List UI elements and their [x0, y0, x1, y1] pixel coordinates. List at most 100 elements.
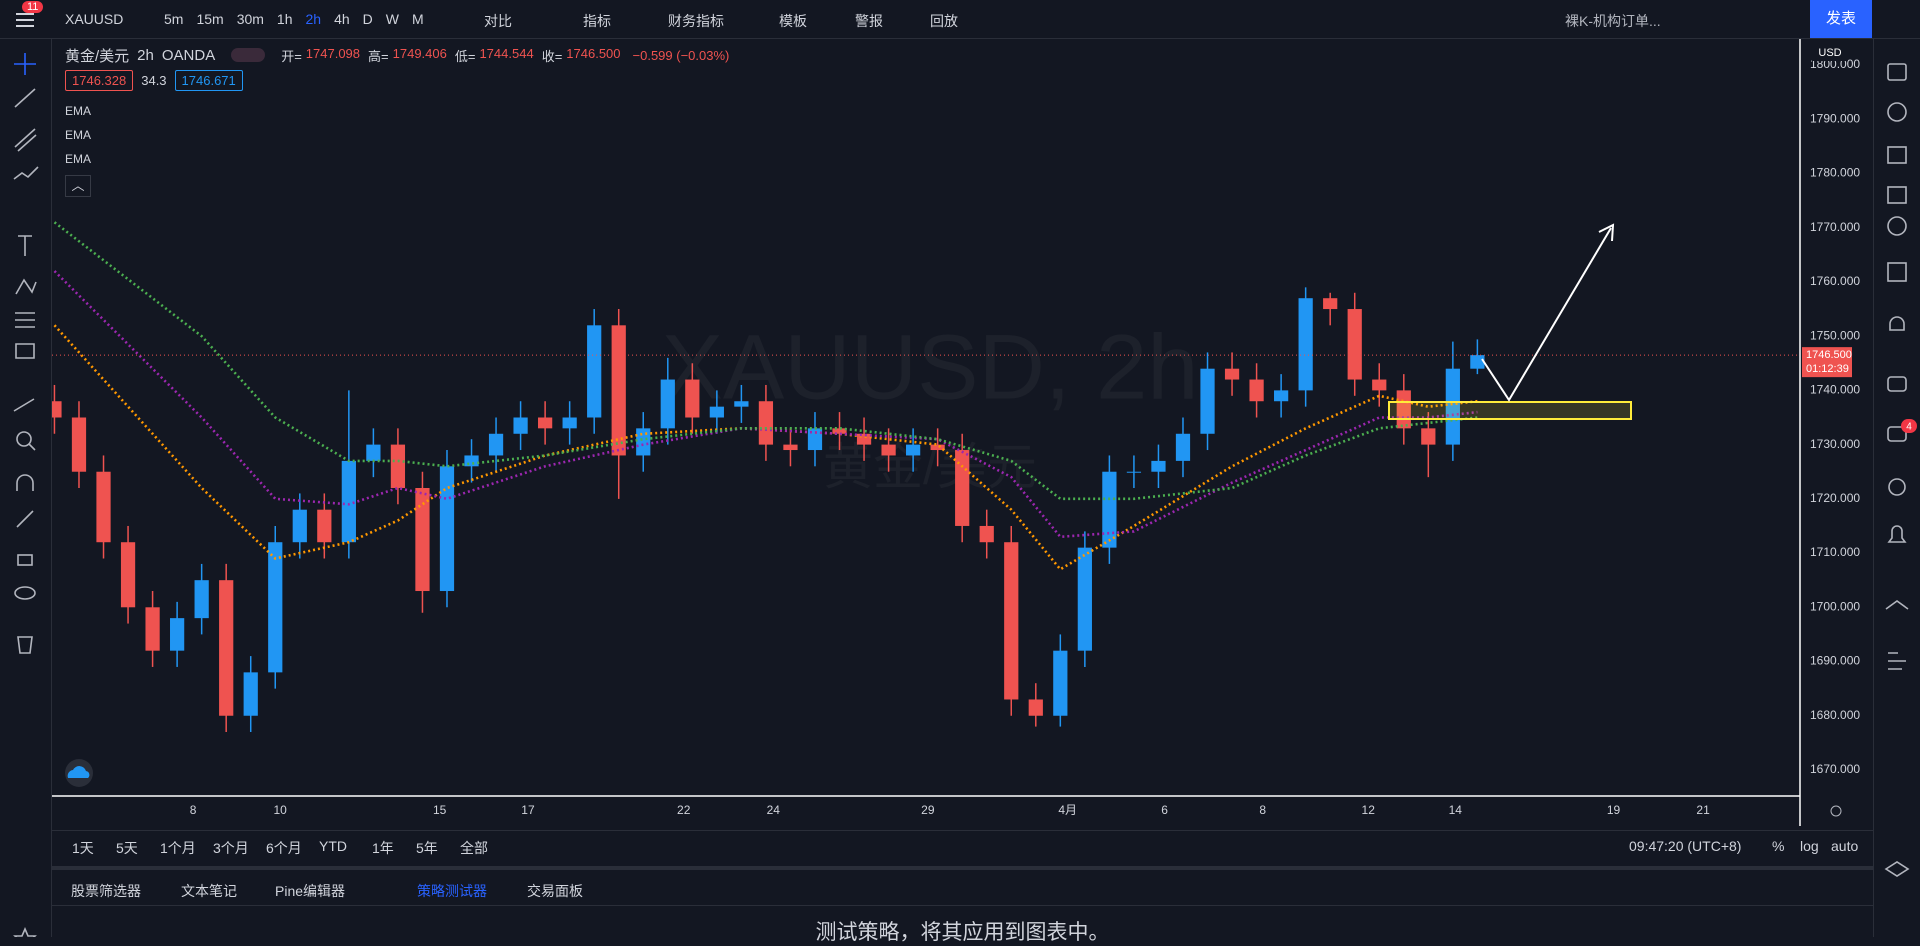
panel-tab[interactable]: 交易面板: [527, 883, 583, 899]
ema-line: [53, 221, 1478, 501]
arrow-head: [1598, 223, 1615, 242]
interval-button[interactable]: 1h: [276, 11, 293, 27]
scale-option[interactable]: log: [1800, 838, 1819, 854]
scale-option[interactable]: %: [1772, 838, 1785, 854]
panel-tab[interactable]: Pine编辑器: [275, 883, 346, 899]
candle-body: [562, 417, 577, 429]
ohlc-value: 1747.098: [305, 45, 361, 61]
candle-body: [1274, 390, 1289, 402]
y-tick-label: 1740.000: [1810, 383, 1860, 397]
candle-body: [1053, 650, 1068, 716]
candle-body: [832, 428, 847, 434]
x-tick-label: 21: [1696, 803, 1710, 817]
layout-name[interactable]: 裸K-机构订单...: [1565, 13, 1661, 29]
tool-button[interactable]: 指标: [583, 13, 611, 29]
collapse-button[interactable]: ︿: [65, 175, 91, 197]
range-button[interactable]: 1年: [372, 840, 394, 856]
currency-box: [1812, 43, 1848, 61]
ema-line: [53, 270, 1478, 539]
interval-button[interactable]: 2h: [305, 11, 322, 27]
widget-icons[interactable]: 4: [1874, 39, 1920, 937]
candle-body: [1151, 460, 1166, 472]
last-price-label: 1746.500: [1806, 349, 1852, 361]
tool-button[interactable]: 模板: [779, 13, 807, 29]
tool-button[interactable]: 财务指标: [668, 13, 724, 29]
candle-body: [1102, 471, 1117, 548]
range-button[interactable]: 1天: [72, 840, 94, 856]
tool-button[interactable]: 对比: [484, 13, 512, 29]
indicator-list: EMA EMA EMA: [65, 99, 729, 171]
x-tick-label: 14: [1449, 803, 1463, 817]
symbol[interactable]: XAUUSD: [65, 11, 124, 27]
ohlc-label: 低=: [454, 48, 476, 64]
range-button[interactable]: 5年: [416, 840, 438, 856]
candle-body: [587, 325, 602, 418]
interval-button[interactable]: 5m: [164, 11, 184, 27]
interval-button[interactable]: 30m: [236, 11, 264, 27]
x-tick-label: 22: [677, 803, 691, 817]
y-tick-label: 1760.000: [1810, 274, 1860, 288]
drawing-tools[interactable]: [0, 39, 52, 946]
last-price-box: [1802, 347, 1852, 378]
ohlc-label: 收=: [541, 48, 563, 64]
range-bar: 1天 5天 1个月 3个月 6个月 YTD 1年 5年 全部 09:47:20 (UTC+8)% l…: [52, 830, 1873, 860]
status-toggle[interactable]: [231, 48, 266, 62]
x-tick-label: 8: [190, 803, 197, 817]
candle-body: [464, 455, 479, 467]
range-button[interactable]: 5天: [116, 840, 138, 856]
ohlc-label: 开=: [281, 48, 302, 64]
interval-button[interactable]: W: [385, 11, 399, 27]
scale-option[interactable]: auto: [1831, 838, 1859, 854]
candle-body: [415, 487, 430, 592]
y-tick-label: 1710.000: [1810, 545, 1860, 559]
y-tick-label: 1790.000: [1810, 111, 1860, 125]
top-toolbar: 11 XAUUSD 5m 15m 30m 1h 2h 4h D W M 对比 指标 财务指标 模…: [0, 0, 1920, 39]
range-button[interactable]: YTD: [319, 838, 347, 854]
range-button[interactable]: 6个月: [266, 840, 302, 856]
range-button[interactable]: 3个月: [213, 840, 249, 856]
panel-tab[interactable]: 文本笔记: [181, 883, 237, 899]
x-tick-label: 19: [1607, 803, 1621, 817]
candle-body: [660, 379, 675, 429]
tool-button[interactable]: 回放: [930, 13, 958, 29]
interval-button[interactable]: M: [412, 11, 424, 27]
candle-body: [930, 444, 945, 451]
bid[interactable]: 1746.328: [65, 70, 134, 91]
y-tick-label: 1770.000: [1810, 220, 1860, 234]
y-tick-label: 1680.000: [1810, 708, 1860, 722]
drawing-arrow[interactable]: [1481, 227, 1612, 402]
interval-button[interactable]: 4h: [334, 11, 350, 27]
range-button[interactable]: 全部: [460, 840, 488, 856]
publish-button[interactable]: 发表: [1810, 0, 1872, 38]
candle-body: [538, 417, 553, 429]
settings-icon[interactable]: [1830, 805, 1842, 817]
menu-icon[interactable]: [14, 10, 36, 30]
y-tick-label: 1700.000: [1810, 599, 1860, 613]
y-tick-label: 1720.000: [1810, 491, 1860, 505]
panel-tab[interactable]: 策略测试器: [417, 883, 487, 899]
candle-body: [1372, 379, 1387, 391]
interval-list: 5m 15m 30m 1h 2h 4h D W M: [164, 11, 424, 27]
x-tick-label: 24: [767, 803, 781, 817]
candle-body: [1200, 368, 1215, 434]
tool-button[interactable]: 警报: [855, 13, 883, 29]
interval-button[interactable]: 15m: [196, 11, 224, 27]
ask[interactable]: 1746.671: [174, 70, 243, 91]
candle-body: [979, 525, 994, 543]
candle-body: [366, 444, 381, 461]
bottom-tabs: 股票筛选器 文本笔记 Pine编辑器 策略测试器 交易面板: [52, 866, 1873, 906]
clock: 09:47:20 (UTC+8): [1629, 838, 1742, 854]
y-tick-label: 1780.000: [1810, 166, 1860, 180]
x-tick-label: 6: [1161, 803, 1168, 817]
interval-button[interactable]: D: [362, 11, 373, 27]
drawing-rectangle[interactable]: [1388, 401, 1632, 420]
x-tick-label: 17: [521, 803, 535, 817]
y-tick-label: 1670.000: [1810, 762, 1860, 776]
candle-body: [292, 509, 307, 543]
logo-cloud: [67, 766, 90, 778]
candle-body: [856, 433, 872, 445]
candle-body: [219, 580, 234, 716]
range-button[interactable]: 1个月: [160, 840, 196, 856]
panel-tab[interactable]: 股票筛选器: [71, 883, 141, 899]
